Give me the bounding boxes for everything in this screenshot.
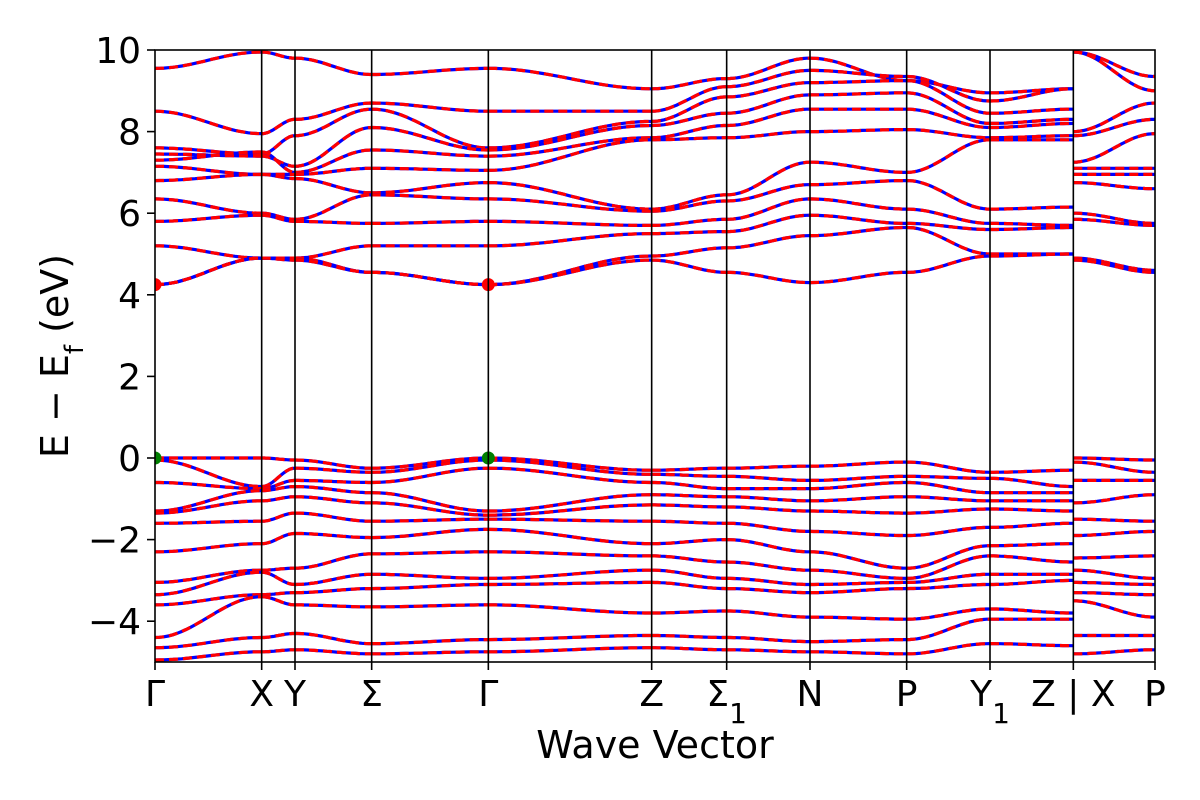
plot-frame [154, 49, 1156, 663]
bands-layer [155, 50, 1155, 662]
x-axis-label: Wave Vector [536, 723, 774, 767]
band-line-24-dashed [155, 642, 1155, 662]
band-line-18-solid [155, 527, 1155, 570]
high-symmetry-lines [260, 50, 1075, 662]
band-line-18-dashed [155, 527, 1155, 570]
extremum-marker-2 [155, 451, 162, 465]
markers-layer [155, 278, 495, 465]
band-line-15-solid [155, 485, 1155, 513]
band-line-3-dashed [155, 91, 1155, 168]
y-tick-label-0: −4 [88, 602, 141, 643]
band-line-22-solid [155, 595, 1155, 640]
band-line-24-solid [155, 642, 1155, 662]
band-line-0-dashed [155, 50, 1155, 95]
y-tick-label-1: −2 [88, 521, 141, 562]
band-line-7-solid [155, 179, 1155, 221]
y-tick-label-7: 10 [95, 31, 141, 72]
band-line-8-dashed [155, 197, 1155, 227]
y-axis-label-unit: (eV) [33, 254, 77, 333]
x-tick-label-4: Γ [478, 674, 498, 715]
x-tick-label-10: Z | X [1031, 674, 1115, 715]
x-tick-label-5: Z [639, 674, 664, 715]
band-line-6-dashed [155, 138, 1155, 211]
band-line-19-dashed [155, 550, 1155, 584]
x-tick-label-2: Y [283, 674, 307, 715]
x-tick-label-6: Σ1 [706, 674, 747, 730]
band-line-7-dashed [155, 179, 1155, 221]
band-line-11-dashed [155, 252, 1155, 287]
y-axis-label: E − Ef (eV) [33, 254, 90, 458]
band-line-21-dashed [155, 578, 1155, 607]
band-line-1-dashed [155, 50, 1155, 136]
extremum-marker-0 [155, 278, 162, 292]
x-tick-label-9: Y1 [969, 674, 1010, 730]
x-tick-label-11: P [1144, 674, 1166, 715]
x-tick-label-8: P [896, 674, 918, 715]
x-tick-label-1: X [249, 674, 274, 715]
y-tick-label-2: 0 [118, 439, 141, 480]
y-tick-label-4: 4 [118, 276, 141, 317]
band-line-15-dashed [155, 485, 1155, 513]
y-tick-label-6: 8 [118, 113, 141, 154]
band-line-14-dashed [155, 466, 1155, 495]
band-line-12-dashed [155, 456, 1155, 474]
band-line-13-dashed [155, 458, 1155, 489]
band-line-17-dashed [155, 511, 1155, 538]
band-line-0-solid [155, 50, 1155, 95]
band-line-22-dashed [155, 595, 1155, 640]
band-line-5-dashed [155, 128, 1155, 176]
y-axis: −4 −2 0 2 4 6 8 10 [88, 31, 155, 643]
x-tick-label-3: Σ [360, 674, 383, 715]
y-tick-label-5: 6 [118, 194, 141, 235]
band-line-20-dashed [155, 568, 1155, 597]
y-axis-label-sub: f [60, 344, 90, 354]
band-line-23-dashed [155, 617, 1155, 650]
x-axis: Γ X Y Σ Γ Z Σ1 N P Y1 Z | X P [145, 662, 1166, 730]
band-line-3-solid [155, 91, 1155, 168]
x-tick-label-7: N [797, 674, 824, 715]
y-axis-label-main: E − E [33, 354, 77, 458]
x-tick-label-0: Γ [145, 674, 165, 715]
band-line-2-dashed [155, 79, 1155, 156]
y-tick-label-3: 2 [118, 357, 141, 398]
band-line-4-dashed [155, 107, 1155, 174]
band-line-16-dashed [155, 495, 1155, 523]
